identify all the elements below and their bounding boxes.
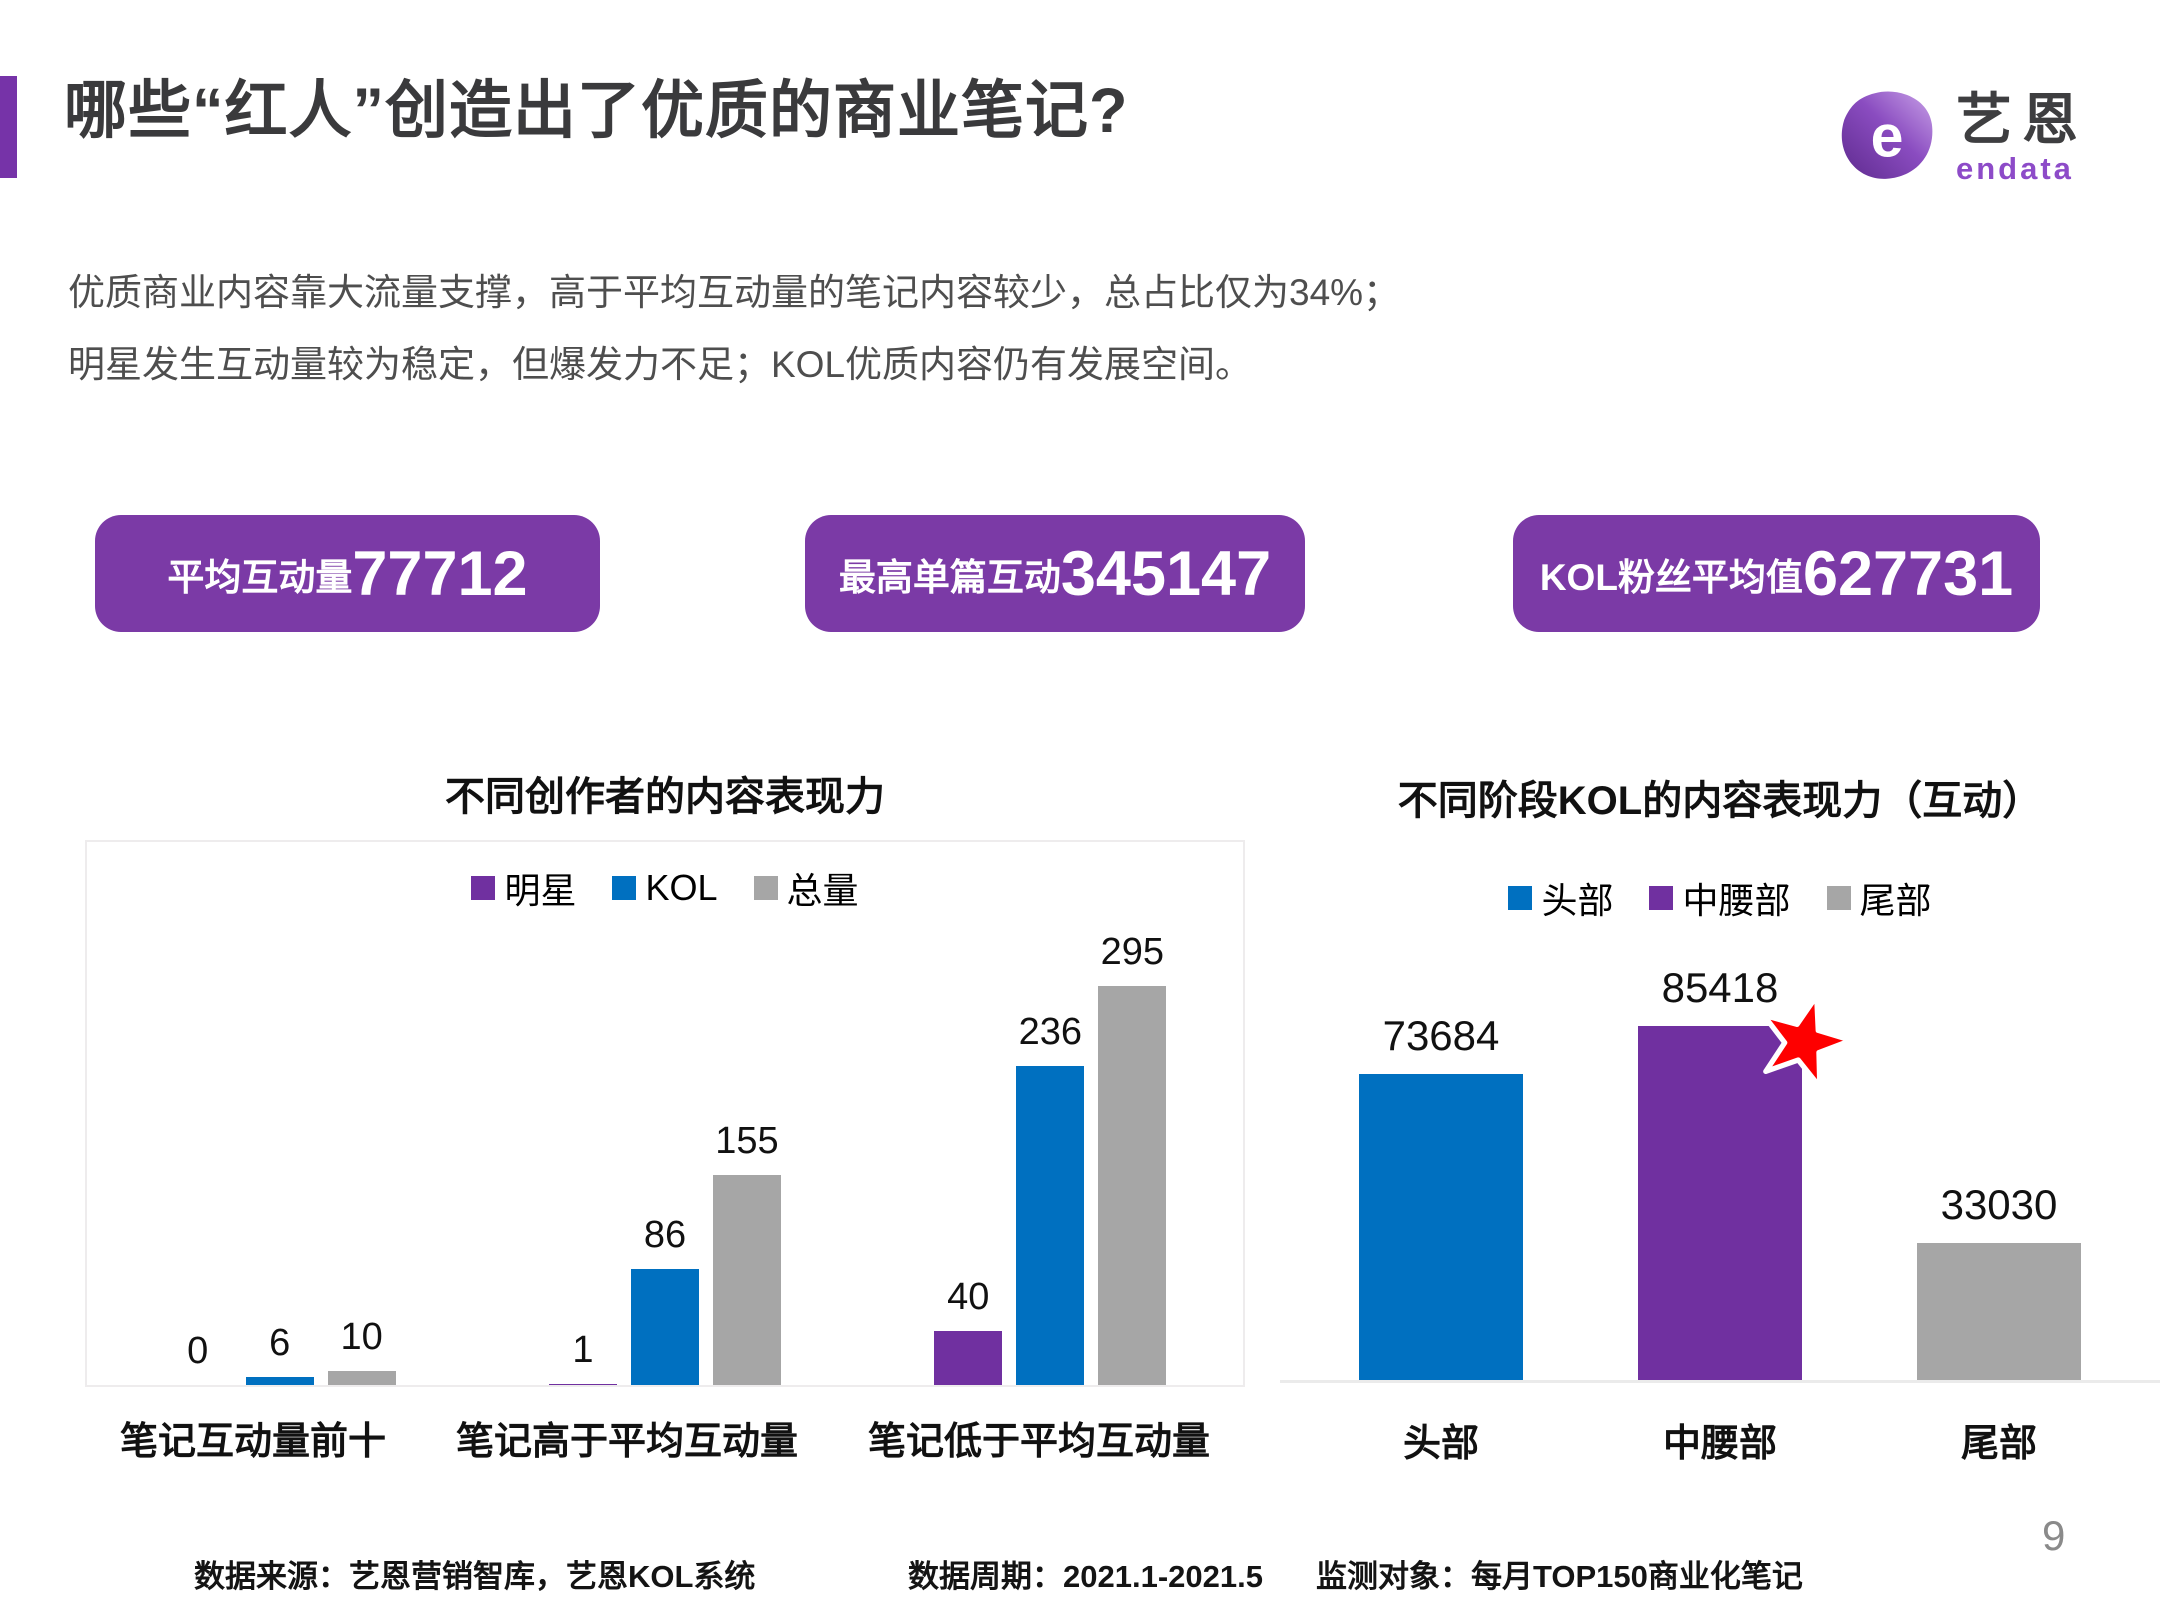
svg-text:e: e <box>1871 103 1904 169</box>
stat-badge-avg-interaction: 平均互动量 77712 <box>95 515 600 632</box>
bar-总量 <box>1098 986 1167 1385</box>
legend-item: 明星 <box>471 862 576 914</box>
endata-logo-icon: e <box>1830 84 1942 193</box>
bar-slot: 0 <box>164 1330 232 1385</box>
category-label: 笔记低于平均互动量 <box>867 1421 1210 1463</box>
chart-kol-tiers-categories: 头部 中腰部 尾部 <box>1280 1412 2160 1467</box>
bar-KOL <box>245 1377 314 1385</box>
footer-monitor-scope: 监测对象：每月TOP150商业化笔记 <box>1316 1559 1803 1594</box>
bar-slot: 1 <box>548 1329 617 1385</box>
legend-label: 中腰部 <box>1682 880 1791 921</box>
legend-swatch <box>1649 886 1674 910</box>
bar-slot: 73684 <box>1359 1012 1523 1380</box>
bar-KOL <box>630 1269 699 1385</box>
bar-slot: 10 <box>327 1316 396 1385</box>
bar-value-label: 40 <box>947 1276 990 1318</box>
bar-value-label: 1 <box>572 1329 594 1371</box>
bar-value-label: 73684 <box>1382 1012 1500 1059</box>
bar-明星 <box>934 1331 1003 1385</box>
bar-明星 <box>548 1384 617 1385</box>
intro-line-2: 明星发生互动量较为稳定，但爆发力不足；KOL优质内容仍有发展空间。 <box>68 344 1253 385</box>
endata-logo: e 艺恩 endata <box>1830 84 2088 193</box>
legend-swatch <box>612 876 637 900</box>
bar-group: 1 86 155 <box>548 1120 781 1385</box>
footer-data-period: 数据周期：2021.1-2021.5 <box>908 1559 1263 1594</box>
bar-value-label: 155 <box>715 1120 779 1162</box>
page-title: 哪些“红人”创造出了优质的商业笔记? <box>64 76 1129 146</box>
bar-value-label: 236 <box>1018 1011 1083 1053</box>
legend-item: 尾部 <box>1826 872 1932 924</box>
chart-kol-tiers-legend: 头部 中腰部 尾部 <box>1280 872 2160 924</box>
legend-swatch <box>753 876 778 900</box>
stat-badge-kol-fans-avg: KOL粉丝平均值 627731 <box>1513 515 2040 632</box>
bar-slot: 33030 <box>1917 1181 2081 1380</box>
legend-item: 中腰部 <box>1649 872 1791 924</box>
stat-badge-label: 最高单篇互动 <box>838 556 1061 598</box>
bar-value-label: 33030 <box>1940 1181 2058 1228</box>
chart-kol-tiers-axis-line <box>1280 1380 2160 1383</box>
chart-kol-tiers-bars: 73684 85418 33030 <box>1280 964 2160 1380</box>
bar-value-label: 0 <box>187 1330 209 1372</box>
title-accent-bar <box>0 76 17 178</box>
category-label: 笔记互动量前十 <box>119 1421 386 1463</box>
legend-swatch <box>471 876 496 900</box>
category-label: 中腰部 <box>1662 1423 1777 1465</box>
bar-group: 40 236 295 <box>934 931 1167 1385</box>
bar-value-label: 86 <box>643 1214 687 1256</box>
bar-尾部 <box>1917 1243 2081 1380</box>
page-number: 9 <box>2042 1512 2066 1559</box>
legend-item: 总量 <box>753 862 859 914</box>
bar-value-label: 295 <box>1100 931 1165 973</box>
footer-data-source: 数据来源：艺恩营销智库，艺恩KOL系统 <box>194 1559 756 1594</box>
legend-swatch <box>1826 886 1851 910</box>
stat-badge-value: 627731 <box>1802 538 2014 609</box>
bar-slot: 295 <box>1098 931 1167 1385</box>
chart-creators-title: 不同创作者的内容表现力 <box>445 775 885 819</box>
bar-slot: 236 <box>1016 1011 1085 1385</box>
category-label: 头部 <box>1402 1423 1479 1465</box>
logo-brand-cn: 艺恩 <box>1956 87 2088 151</box>
legend-label: 尾部 <box>1859 880 1932 921</box>
stat-badge-label: KOL粉丝平均值 <box>1539 556 1803 598</box>
bar-value-label: 6 <box>269 1322 291 1364</box>
bar-中腰部 <box>1638 993 1854 1380</box>
intro-line-1: 优质商业内容靠大流量支撑，高于平均互动量的笔记内容较少，总占比仅为34%； <box>68 272 1401 313</box>
legend-label: KOL <box>645 867 718 908</box>
logo-brand-en: endata <box>1956 150 2074 186</box>
bar-slot: 40 <box>934 1276 1003 1385</box>
stat-badge-label: 平均互动量 <box>167 556 353 598</box>
bar-value-label: 10 <box>340 1316 383 1358</box>
chart-kol-tiers-title: 不同阶段KOL的内容表现力（互动） <box>1397 779 2043 823</box>
chart-creators-bars: 0 6 10 1 86 155 40 236 295 <box>87 842 1243 1385</box>
stat-badge-max-single: 最高单篇互动 345147 <box>805 515 1305 632</box>
bar-slot: 86 <box>630 1214 699 1385</box>
bar-总量 <box>712 1175 781 1385</box>
chart-creators-legend: 明星 KOL 总量 <box>87 862 1243 914</box>
bar-group: 0 6 10 <box>164 1316 396 1385</box>
category-label: 尾部 <box>1960 1423 2037 1465</box>
category-label: 笔记高于平均互动量 <box>455 1421 798 1463</box>
legend-item: KOL <box>612 867 718 909</box>
chart-creators-categories: 笔记互动量前十 笔记高于平均互动量 笔记低于平均互动量 <box>85 1410 1245 1465</box>
legend-label: 头部 <box>1541 880 1614 921</box>
bar-KOL <box>1016 1066 1085 1385</box>
bar-slot: 6 <box>245 1322 314 1385</box>
bar-slot: 85418 <box>1638 964 1854 1380</box>
bar-slot: 155 <box>712 1120 781 1385</box>
bar-总量 <box>327 1371 396 1385</box>
stat-badge-value: 345147 <box>1060 538 1272 609</box>
bar-头部 <box>1359 1074 1523 1380</box>
bar-value-label: 85418 <box>1661 964 1779 1011</box>
chart-creators-panel: 明星 KOL 总量 0 6 10 1 86 155 40 236 295 <box>85 840 1245 1387</box>
legend-label: 总量 <box>786 870 859 911</box>
legend-item: 头部 <box>1508 872 1613 924</box>
stat-badge-value: 77712 <box>352 538 528 609</box>
legend-label: 明星 <box>504 870 577 911</box>
legend-swatch <box>1508 886 1533 910</box>
